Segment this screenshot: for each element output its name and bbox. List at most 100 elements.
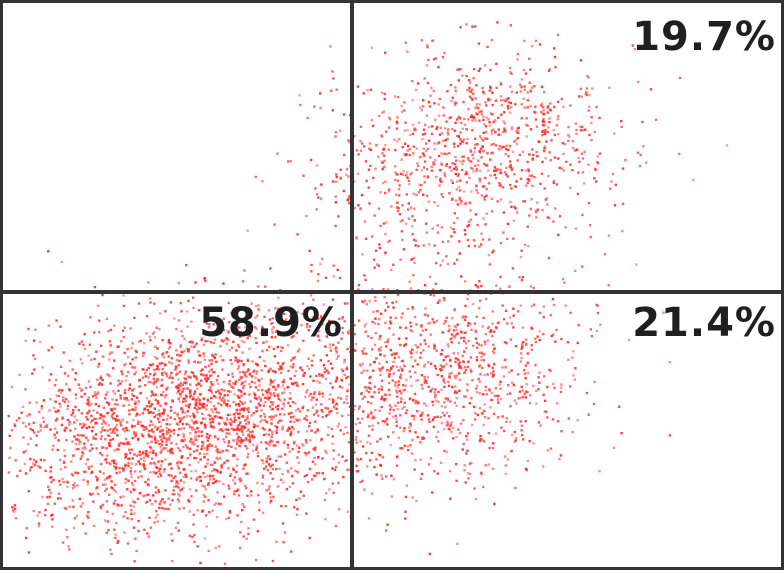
event-dot bbox=[222, 380, 225, 384]
event-dot bbox=[129, 362, 132, 365]
event-dot bbox=[331, 367, 334, 370]
event-dot bbox=[226, 449, 230, 453]
event-dot bbox=[455, 188, 458, 191]
event-dot bbox=[485, 297, 488, 301]
event-dot bbox=[371, 124, 375, 128]
event-dot bbox=[214, 445, 217, 448]
event-dot bbox=[529, 128, 533, 131]
event-dot bbox=[105, 447, 108, 450]
event-dot bbox=[228, 405, 231, 408]
event-dot bbox=[439, 264, 442, 267]
event-dot bbox=[71, 368, 74, 371]
event-dot bbox=[529, 104, 532, 108]
event-dot bbox=[519, 360, 522, 363]
event-dot bbox=[441, 259, 444, 262]
event-dot bbox=[179, 354, 183, 357]
event-dot bbox=[396, 293, 400, 296]
event-dot bbox=[295, 498, 298, 502]
event-dot bbox=[64, 507, 68, 510]
event-dot bbox=[257, 307, 260, 311]
event-dot bbox=[269, 378, 273, 382]
event-dot bbox=[387, 126, 391, 129]
event-dot bbox=[308, 536, 311, 540]
event-dot bbox=[538, 371, 541, 374]
event-dot bbox=[167, 431, 171, 434]
event-dot bbox=[465, 172, 468, 175]
event-dot bbox=[232, 382, 235, 385]
event-dot bbox=[467, 321, 470, 325]
event-dot bbox=[363, 325, 367, 328]
event-dot bbox=[139, 384, 142, 388]
event-dot bbox=[314, 446, 317, 449]
event-dot bbox=[238, 371, 242, 374]
event-dot bbox=[407, 448, 410, 452]
event-dot bbox=[99, 452, 102, 455]
event-dot bbox=[432, 89, 435, 93]
event-dot bbox=[263, 418, 267, 422]
event-dot bbox=[237, 412, 240, 416]
event-dot bbox=[315, 193, 319, 196]
event-dot bbox=[195, 376, 198, 379]
event-dot bbox=[436, 415, 439, 418]
event-dot bbox=[177, 388, 180, 391]
event-dot bbox=[585, 93, 589, 97]
event-dot bbox=[116, 345, 119, 348]
event-dot bbox=[124, 463, 127, 466]
event-dot bbox=[346, 431, 349, 435]
event-dot bbox=[484, 101, 487, 104]
event-dot bbox=[198, 475, 202, 478]
event-dot bbox=[532, 303, 536, 306]
event-dot bbox=[414, 371, 417, 374]
event-dot bbox=[235, 464, 238, 467]
event-dot bbox=[59, 468, 63, 471]
event-dot bbox=[148, 429, 151, 433]
event-dot bbox=[277, 296, 280, 300]
event-dot bbox=[466, 88, 469, 92]
event-dot bbox=[154, 500, 157, 503]
event-dot bbox=[293, 506, 296, 509]
event-dot bbox=[311, 379, 315, 382]
event-dot bbox=[48, 495, 52, 498]
event-dot bbox=[386, 288, 390, 291]
event-dot bbox=[560, 167, 563, 170]
event-dot bbox=[241, 509, 244, 512]
event-dot bbox=[229, 311, 233, 315]
event-dot bbox=[367, 168, 371, 171]
event-dot bbox=[419, 333, 422, 337]
event-dot bbox=[196, 411, 199, 414]
event-dot bbox=[439, 369, 442, 372]
event-dot bbox=[250, 414, 253, 417]
event-dot bbox=[476, 223, 479, 227]
event-dot bbox=[271, 380, 274, 384]
event-dot bbox=[314, 463, 317, 466]
event-dot bbox=[423, 283, 427, 287]
event-dot bbox=[154, 462, 157, 465]
event-dot bbox=[317, 471, 321, 475]
event-dot bbox=[243, 426, 246, 430]
event-dot bbox=[478, 363, 482, 367]
event-dot bbox=[563, 142, 567, 146]
event-dot bbox=[384, 191, 387, 195]
event-dot bbox=[401, 312, 404, 315]
event-dot bbox=[396, 209, 400, 213]
event-dot bbox=[227, 428, 230, 431]
event-dot bbox=[201, 510, 204, 513]
event-dot bbox=[74, 378, 77, 381]
event-dot bbox=[620, 125, 623, 129]
event-dot bbox=[380, 397, 383, 400]
event-dot bbox=[541, 465, 545, 468]
event-dot bbox=[479, 373, 482, 376]
event-dot bbox=[590, 121, 593, 125]
event-dot bbox=[154, 472, 157, 475]
event-dot bbox=[481, 366, 484, 370]
event-dot bbox=[335, 349, 338, 353]
event-dot bbox=[417, 245, 420, 248]
event-dot bbox=[242, 392, 246, 395]
event-dot bbox=[101, 378, 104, 382]
event-dot bbox=[265, 447, 268, 450]
event-dot bbox=[461, 168, 464, 172]
event-dot bbox=[205, 514, 208, 517]
event-dot bbox=[72, 526, 76, 530]
event-dot bbox=[140, 433, 143, 436]
event-dot bbox=[148, 435, 151, 438]
